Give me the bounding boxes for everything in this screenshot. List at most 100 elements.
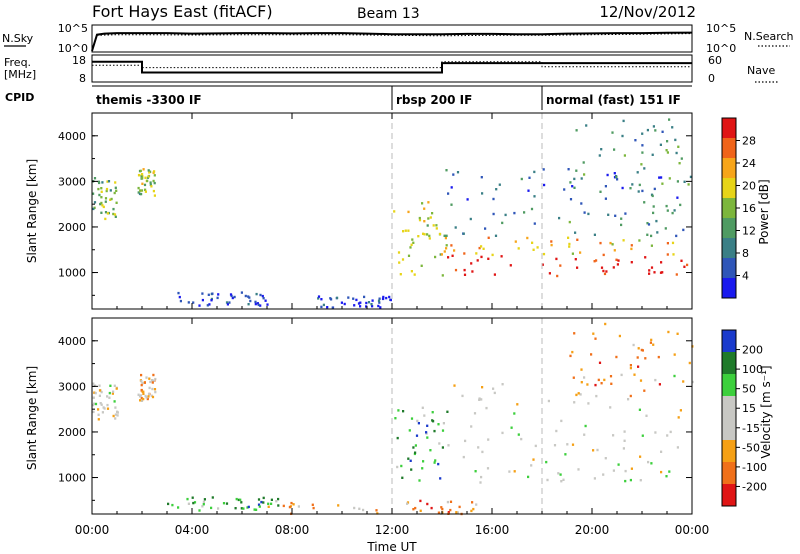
heatmap-cell [254,300,257,304]
heatmap-cell [462,455,465,459]
heatmap-cell [472,507,475,511]
heatmap-cell [593,477,596,480]
heatmap-cell [105,189,108,193]
heatmap-cell [437,462,440,466]
heatmap-cell [441,507,444,511]
heatmap-cell [443,250,446,253]
heatmap-cell [138,173,141,177]
heatmap-cell [647,460,650,464]
heatmap-cell [148,171,151,174]
heatmap-cell [94,402,98,406]
heatmap-cell [657,355,660,359]
heatmap-cell [100,211,103,214]
heatmap-cell [442,422,445,425]
heatmap-cell [594,337,597,340]
heatmap-cell [231,296,234,300]
heatmap-cell [620,217,623,220]
heatmap-cell [615,355,618,359]
heatmap-cell [246,506,249,509]
heatmap-cell [107,180,111,183]
heatmap-cell [140,373,143,377]
heatmap-cell [627,398,630,401]
heatmap-cell [445,244,448,247]
heatmap-cell [654,431,657,434]
heatmap-cell [463,268,466,272]
heatmap-cell [609,375,613,378]
heatmap-cell [652,205,655,208]
heatmap-cell [513,470,516,473]
heatmap-cell [583,173,586,176]
heatmap-cell [543,183,546,187]
heatmap-cell [484,227,487,230]
freq-unit-label: [MHz] [4,68,36,81]
colorbar-tick-label: -100 [742,461,767,474]
heatmap-cell [604,185,607,188]
heatmap-cell [677,416,680,419]
cpid-segment-label: normal (fast) 151 IF [546,93,681,107]
heatmap-cell [445,247,448,250]
noise-left-tick-bottom: 10^0 [58,42,88,55]
heatmap-cell [93,201,97,204]
heatmap-cell [573,401,576,404]
heatmap-cell [388,295,391,299]
colorbar-tick-label: 20 [742,180,756,193]
heatmap-cell [317,297,320,300]
heatmap-cell [449,508,452,512]
heatmap-cell [689,175,692,179]
heatmap-cell [614,214,617,217]
heatmap-cell [485,406,488,410]
heatmap-cell [650,244,653,247]
heatmap-cell [153,170,156,173]
heatmap-cell [102,406,105,409]
heatmap-cell [435,227,438,230]
heatmap-cell [520,437,523,441]
colorbar-swatch [722,218,736,239]
heatmap-cell [141,177,144,180]
heatmap-cell [337,504,340,507]
heatmap-cell [679,409,682,412]
heatmap-cell [270,502,273,505]
heatmap-cell [248,296,251,299]
heatmap-cell [648,272,651,275]
heatmap-cell [104,200,107,203]
heatmap-cell [98,389,102,392]
heatmap-cell [353,304,356,307]
heatmap-cell [357,302,361,305]
heatmap-cell [620,223,623,227]
heatmap-cell [575,169,578,172]
heatmap-cell [320,305,323,309]
heatmap-cell [149,183,152,186]
heatmap-cell [568,245,571,248]
heatmap-cell [249,299,252,303]
heatmap-cell [571,252,574,255]
heatmap-cell [377,304,380,308]
heatmap-cell [480,398,483,401]
heatmap-cell [594,383,597,387]
heatmap-cell [340,301,343,304]
heatmap-cell [198,304,201,307]
heatmap-cell [568,220,571,224]
heatmap-cell [142,168,145,171]
heatmap-cell [434,459,437,462]
heatmap-cell [559,473,562,476]
heatmap-cell [106,395,109,398]
heatmap-cell [255,508,258,511]
heatmap-cell [679,203,682,207]
heatmap-cell [112,212,115,216]
heatmap-cell [92,192,95,195]
heatmap-cell [432,420,435,423]
heatmap-cell [104,197,108,200]
heatmap-cell [311,503,314,506]
heatmap-cell [629,187,632,190]
heatmap-cell [612,266,615,269]
heatmap-cell [562,478,565,481]
freq-panel: Freq. [MHz] 18 8 60 0 Nave [4,54,778,85]
heatmap-cell [343,302,346,306]
nave-label: Nave [747,64,775,77]
heatmap-cell [569,354,572,358]
heatmap-cell [477,446,480,449]
heatmap-cell [438,442,441,445]
heatmap-cell [400,464,403,468]
heatmap-cell [572,376,575,379]
